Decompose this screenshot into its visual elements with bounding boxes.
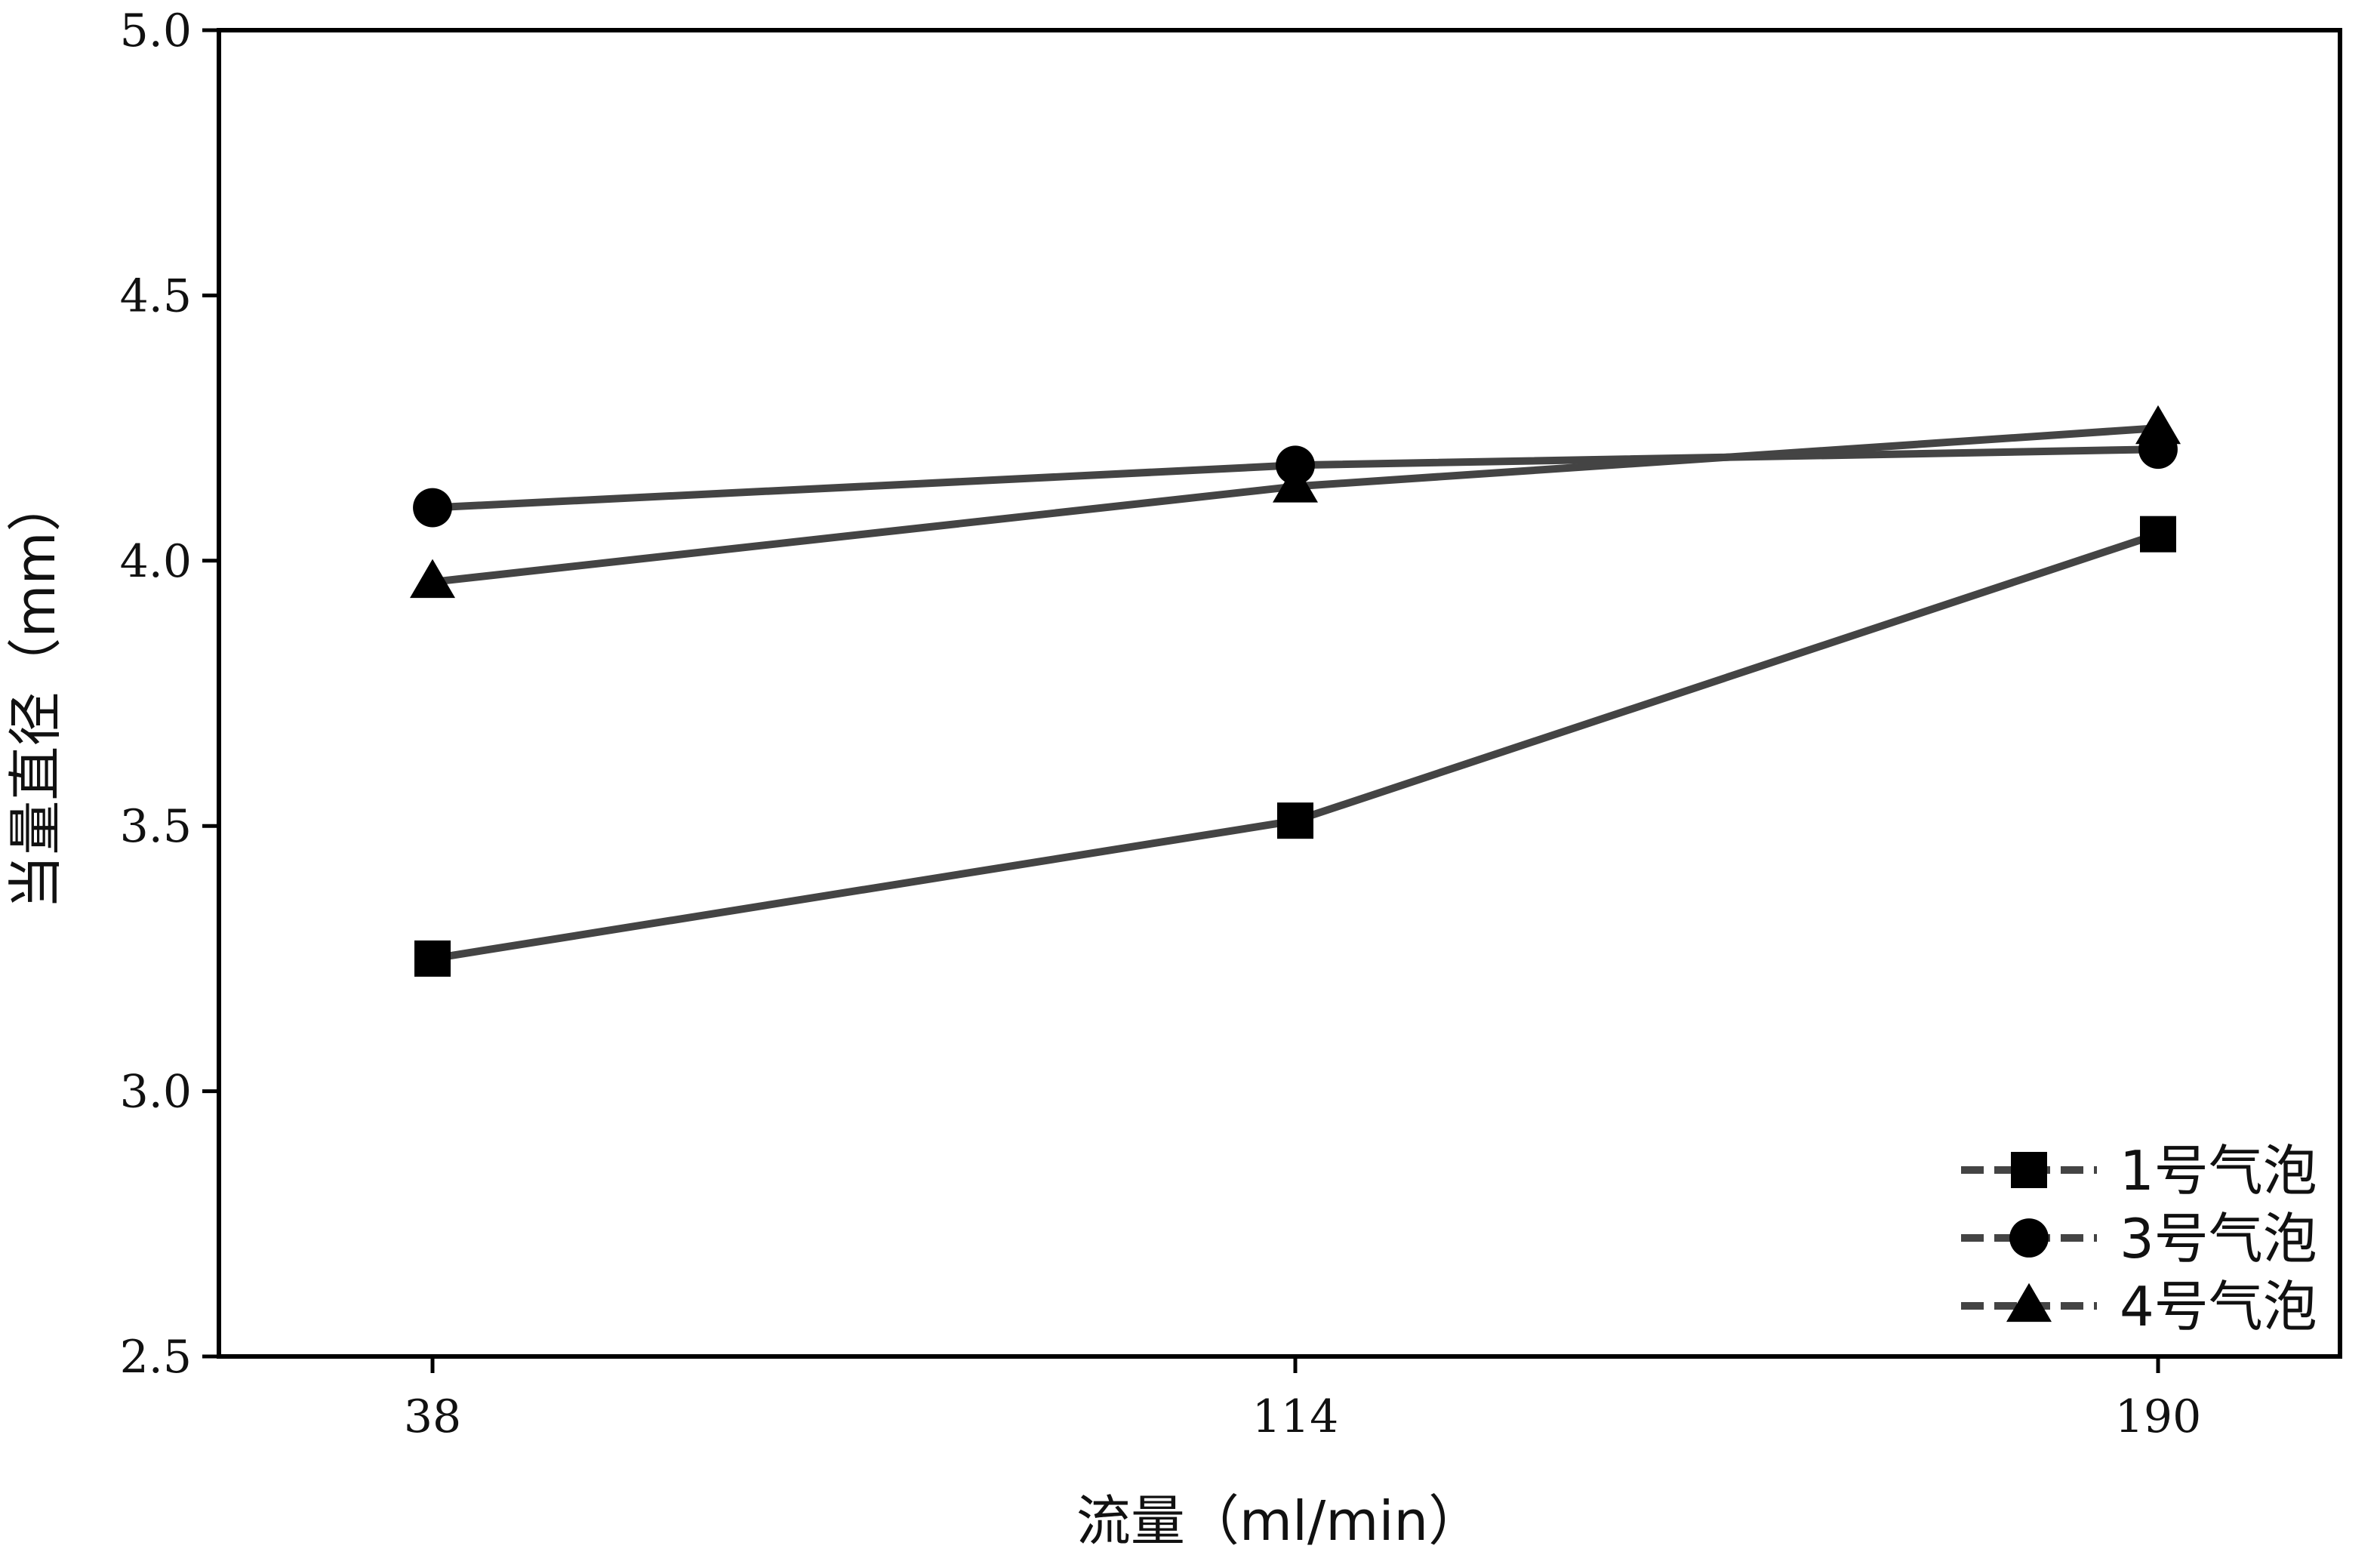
data-point-triangle xyxy=(1273,463,1318,503)
x-tick-label: 114 xyxy=(1252,1390,1339,1443)
y-tick-label: 3.0 xyxy=(120,1066,192,1119)
data-point-triangle xyxy=(2135,405,2181,445)
y-tick-label: 4.5 xyxy=(120,269,192,322)
data-point-square xyxy=(1277,802,1313,839)
x-axis-ticks: 38 114 190 xyxy=(404,1356,2201,1443)
legend-label: 4号气泡 xyxy=(2120,1275,2317,1338)
y-tick-label: 5.0 xyxy=(120,5,192,57)
legend-item: 1号气泡 xyxy=(1961,1139,2317,1202)
legend-marker-triangle xyxy=(2006,1282,2052,1322)
series-3 xyxy=(410,405,2181,599)
series-1 xyxy=(414,516,2176,977)
data-point-circle xyxy=(413,488,452,528)
y-tick-label: 2.5 xyxy=(120,1331,192,1384)
y-axis-ticks: 2.5 3.0 3.5 4.0 4.5 5.0 xyxy=(120,5,219,1384)
x-axis-title: 流量（ml/min） xyxy=(1076,1489,1482,1553)
x-tick-label: 190 xyxy=(2115,1390,2202,1443)
legend-marker-circle xyxy=(2009,1218,2049,1258)
legend-marker-square xyxy=(2011,1152,2047,1188)
data-point-square xyxy=(414,940,451,977)
data-point-square xyxy=(2140,516,2176,553)
series-layer xyxy=(410,405,2181,977)
plot-frame xyxy=(217,28,2342,1359)
y-axis-title: 当量直径（mm） xyxy=(4,477,67,909)
legend-item: 3号气泡 xyxy=(1961,1207,2317,1270)
legend-item: 4号气泡 xyxy=(1961,1275,2317,1338)
y-tick-label: 4.0 xyxy=(120,535,192,588)
data-point-triangle xyxy=(410,559,455,599)
legend-label: 1号气泡 xyxy=(2120,1139,2317,1202)
y-tick-label: 3.5 xyxy=(120,800,192,853)
series-line xyxy=(432,530,2160,962)
x-tick-label: 38 xyxy=(404,1390,461,1443)
legend-label: 3号气泡 xyxy=(2120,1207,2317,1270)
